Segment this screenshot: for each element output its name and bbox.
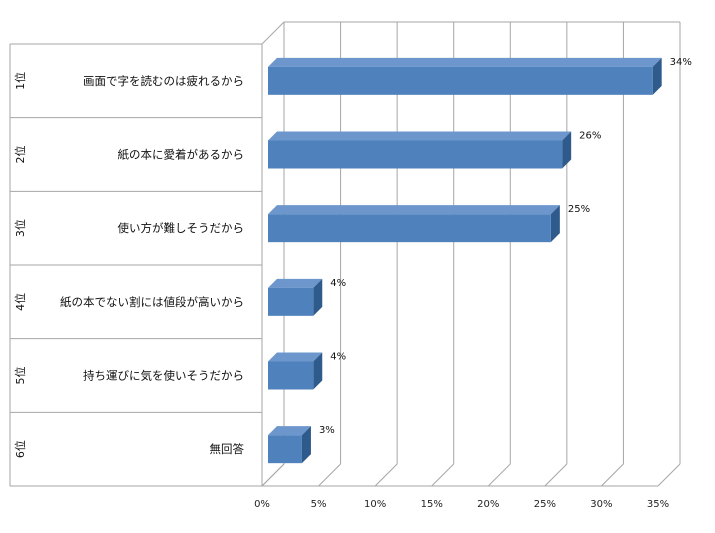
- x-tick-label: 20%: [477, 499, 499, 510]
- labels-layer: 0% 5% 10% 15% 20% 25% 30% 35% 1位 画面で字を読むのは疲れるから 34…: [13, 57, 692, 510]
- rank-label: 5位: [13, 367, 27, 385]
- data-label: 26%: [579, 131, 601, 142]
- x-tick-label: 30%: [590, 499, 612, 510]
- x-tick-label: 5%: [311, 499, 327, 510]
- floor-gridline: [657, 463, 681, 487]
- category-label: 持ち運びに気を使いそうだから: [83, 369, 244, 383]
- floor-gridline: [261, 463, 285, 487]
- data-label: 4%: [330, 352, 346, 363]
- x-tick-label: 10%: [364, 499, 386, 510]
- category-label: 使い方が難しそうだから: [118, 221, 245, 235]
- category-table: [9, 43, 263, 487]
- data-label: 3%: [319, 425, 335, 436]
- category-label: 紙の本でない割には値段が高いから: [60, 295, 244, 309]
- bar: [268, 352, 323, 390]
- bar: [268, 205, 560, 243]
- bar: [268, 278, 323, 316]
- rank-label: 1位: [13, 72, 27, 90]
- rank-label: 3位: [13, 219, 27, 237]
- floor-gridline: [487, 463, 511, 487]
- bar: [268, 131, 572, 169]
- floor-gridline: [544, 463, 568, 487]
- floor-gridline: [318, 463, 341, 487]
- rank-label: 6位: [13, 440, 27, 458]
- data-label: 4%: [330, 278, 346, 289]
- bars-layer: [268, 57, 662, 464]
- x-tick-label: 15%: [421, 499, 443, 510]
- category-label: 紙の本に愛着があるから: [118, 148, 245, 162]
- category-label: 画面で字を読むのは疲れるから: [83, 74, 244, 88]
- data-label: 34%: [670, 57, 692, 68]
- data-label: 25%: [568, 204, 590, 215]
- x-tick-label: 25%: [534, 499, 556, 510]
- grid-layer: [261, 21, 681, 487]
- floor-gridline: [431, 463, 455, 487]
- category-label: 無回答: [210, 442, 245, 456]
- x-tick-label: 0%: [254, 499, 270, 510]
- floor-gridline: [601, 463, 624, 487]
- x-tick-label: 35%: [647, 499, 669, 510]
- rank-label: 2位: [13, 146, 27, 164]
- rank-label: 4位: [13, 293, 27, 311]
- floor-gridline: [374, 463, 398, 487]
- bar: [268, 57, 662, 95]
- bar: [268, 426, 311, 464]
